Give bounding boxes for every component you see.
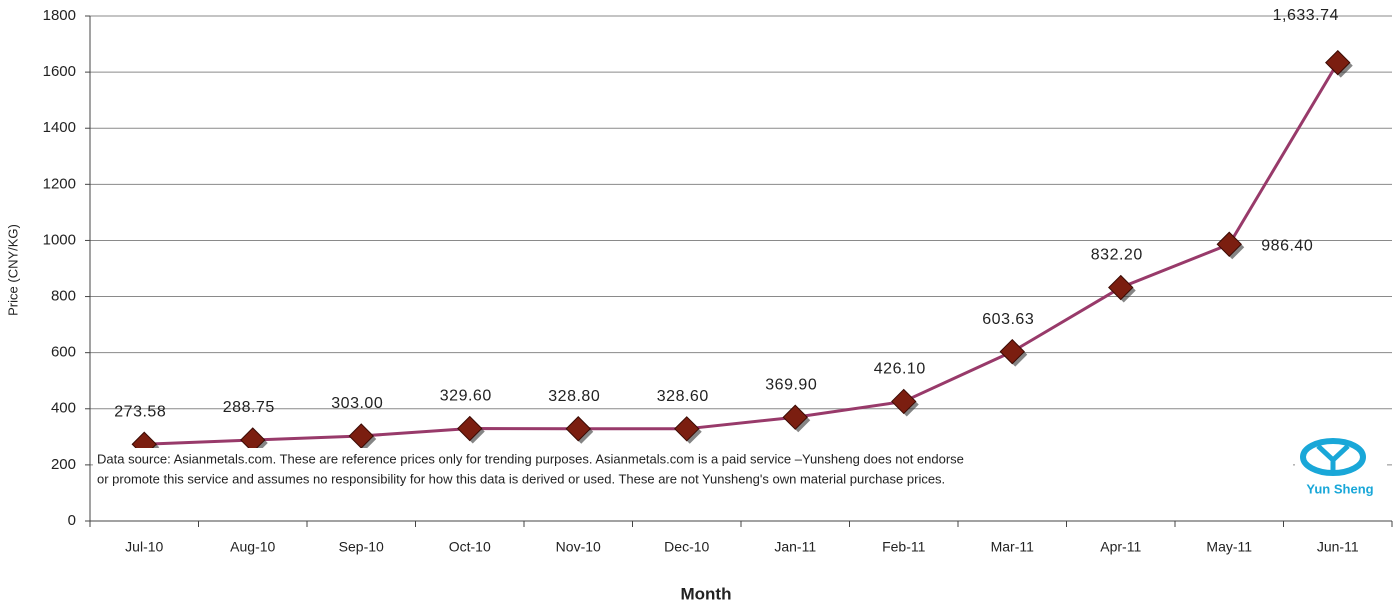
note-line: or promote this service and assumes no r… xyxy=(97,471,945,486)
note-background xyxy=(93,448,1293,492)
logo: Yun Sheng xyxy=(1295,430,1387,500)
x-tick-label: Apr-11 xyxy=(1100,539,1141,555)
y-tick-label: 0 xyxy=(68,512,76,529)
marker xyxy=(457,415,483,442)
marker xyxy=(674,416,700,442)
y-tick-label: 400 xyxy=(51,400,76,417)
data-label: 603.63 xyxy=(982,311,1034,328)
plot: 0 200 400 600 800 1000 1200 1400 1600 1800 Jul-10 A… xyxy=(43,7,1393,555)
marker xyxy=(565,416,591,442)
data-label: 986.40 xyxy=(1261,237,1313,254)
series-line xyxy=(144,61,1340,446)
x-tick-label: Mar-11 xyxy=(991,539,1035,555)
y-tick-label: 1000 xyxy=(43,231,76,248)
data-label: 328.80 xyxy=(548,388,600,405)
logo-mark xyxy=(1316,444,1350,474)
x-tick-label: May-11 xyxy=(1206,539,1252,555)
x-tick-label: Sep-10 xyxy=(339,539,384,555)
marker xyxy=(999,338,1025,365)
x-axis-label: Month xyxy=(681,584,732,603)
marker xyxy=(1325,49,1351,76)
x-tick-label: Feb-11 xyxy=(882,539,926,555)
data-label: 303.00 xyxy=(331,395,383,412)
x-tick-label: Jul-10 xyxy=(125,539,163,555)
y-tick-label: 1200 xyxy=(43,175,76,192)
marker xyxy=(348,423,374,449)
data-label: 832.20 xyxy=(1091,247,1143,264)
data-label: 273.58 xyxy=(114,403,166,420)
data-label: 426.10 xyxy=(874,361,926,378)
marker xyxy=(1108,274,1134,301)
data-label: 1,633.74 xyxy=(1273,7,1339,24)
data-label: 328.60 xyxy=(657,388,709,405)
logo-text: Yun Sheng xyxy=(1306,481,1373,496)
note: Data source: Asianmetals.com. These are … xyxy=(93,448,1293,492)
x-tick-label: Jan-11 xyxy=(774,539,816,555)
y-tick-label: 600 xyxy=(51,344,76,361)
marker xyxy=(891,388,917,415)
y-axis-label: Price (CNY/KG) xyxy=(5,224,20,316)
data-label: 369.90 xyxy=(765,376,817,393)
x-tick-label: Dec-10 xyxy=(664,539,709,555)
marker xyxy=(1216,231,1242,257)
data-label: 329.60 xyxy=(440,388,492,405)
data-label: 288.75 xyxy=(223,399,275,416)
x-tick-label: Jun-11 xyxy=(1317,539,1359,555)
y-tick-label: 1400 xyxy=(43,119,76,136)
y-tick-label: 200 xyxy=(51,456,76,473)
y-tick-label: 800 xyxy=(51,288,76,305)
x-tick-label: Nov-10 xyxy=(556,539,601,555)
y-tick-label: 1800 xyxy=(43,7,76,24)
note-line: Data source: Asianmetals.com. These are … xyxy=(97,451,964,466)
x-tick-label: Aug-10 xyxy=(230,539,275,555)
y-tick-label: 1600 xyxy=(43,63,76,80)
marker xyxy=(782,404,808,430)
x-tick-label: Oct-10 xyxy=(449,539,491,555)
